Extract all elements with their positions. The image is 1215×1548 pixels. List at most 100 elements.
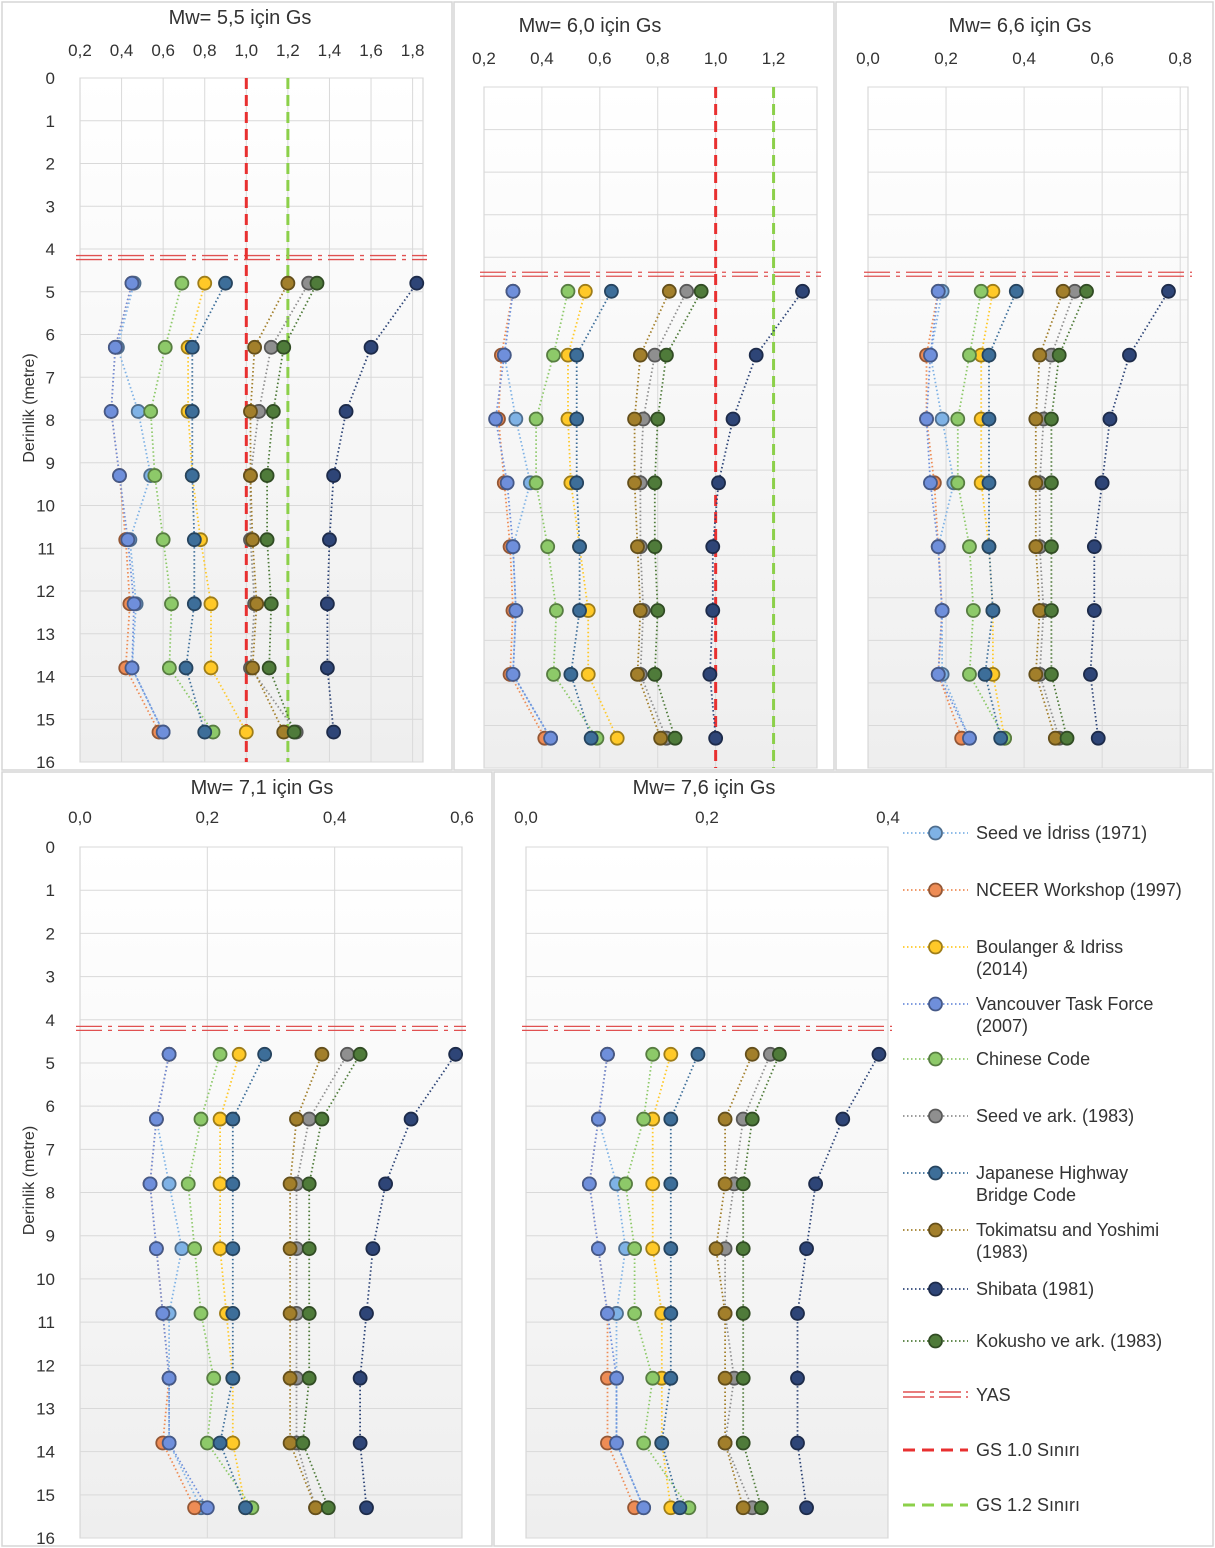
data-point-kokusho bbox=[309, 275, 325, 291]
data-point-japanese bbox=[663, 1306, 679, 1321]
depth-tick-label: 9 bbox=[46, 454, 55, 473]
data-point-tokimatsu bbox=[717, 1111, 733, 1127]
x-tick-label: 0,4 bbox=[876, 808, 900, 827]
data-point-tokimatsu bbox=[1028, 539, 1044, 555]
x-tick-label: 0,6 bbox=[588, 49, 612, 68]
data-point-chinese bbox=[174, 275, 190, 291]
yas-line bbox=[480, 271, 821, 277]
data-point-vancouver bbox=[199, 1500, 215, 1516]
data-point-kokusho bbox=[650, 411, 666, 427]
data-point-kokusho bbox=[352, 1046, 368, 1062]
data-point-shibata bbox=[799, 1241, 814, 1257]
series-line-tokimatsu bbox=[249, 282, 289, 733]
depth-tick-label: 7 bbox=[46, 368, 55, 387]
data-point-shibata bbox=[705, 539, 721, 555]
data-point-kokusho bbox=[301, 1306, 317, 1321]
depth-tick-label: 14 bbox=[36, 1443, 55, 1462]
depth-tick-label: 3 bbox=[46, 197, 55, 216]
data-point-boulanger bbox=[645, 1241, 661, 1257]
data-point-kokusho bbox=[259, 532, 275, 548]
data-point-shibata bbox=[322, 532, 337, 548]
data-point-chinese bbox=[645, 1046, 661, 1062]
data-point-vancouver bbox=[488, 411, 503, 427]
depth-tick-label: 15 bbox=[36, 1486, 55, 1505]
data-point-shibata bbox=[1083, 666, 1098, 682]
data-point-japanese bbox=[981, 539, 997, 555]
legend-entry-chinese: Chinese Code bbox=[903, 1049, 1090, 1069]
legend-entry-gs12: GS 1.2 Sınırı bbox=[903, 1495, 1080, 1515]
data-point-chinese bbox=[627, 1306, 642, 1321]
data-point-tokimatsu bbox=[1028, 475, 1044, 491]
data-point-kokusho bbox=[1044, 539, 1059, 555]
series-line-chinese bbox=[149, 282, 214, 733]
series-line-seed_ark bbox=[639, 290, 688, 739]
data-point-chinese bbox=[546, 666, 561, 682]
data-point-kokusho bbox=[647, 539, 663, 555]
data-point-chinese bbox=[193, 1306, 209, 1321]
data-point-tokimatsu bbox=[1028, 411, 1044, 427]
depth-tick-label: 1 bbox=[46, 881, 55, 900]
data-point-shibata bbox=[799, 1500, 814, 1516]
data-point-japanese bbox=[583, 730, 599, 746]
series-line-vancouver bbox=[925, 291, 971, 739]
data-point-kokusho bbox=[1059, 730, 1075, 746]
series-tokimatsu bbox=[282, 1046, 330, 1516]
series-line-boulanger bbox=[651, 1054, 672, 1508]
x-tick-label: 1,4 bbox=[318, 41, 342, 60]
data-point-tokimatsu bbox=[744, 1046, 760, 1062]
x-tick-label: 0,8 bbox=[646, 49, 670, 68]
data-point-tokimatsu bbox=[245, 532, 260, 548]
x-tick-labels: 0,2 0,4 0,6 0,8 1,0 1,2 1,4 1,6 1,8 bbox=[68, 41, 424, 60]
data-point-chinese bbox=[212, 1046, 228, 1062]
data-point-tokimatsu bbox=[630, 666, 645, 682]
data-point-kokusho bbox=[647, 666, 663, 682]
data-point-seed_ark bbox=[263, 339, 279, 355]
data-point-chinese bbox=[147, 468, 163, 483]
chart-title: Mw= 6,0 için Gs bbox=[519, 15, 662, 37]
data-point-vancouver bbox=[930, 283, 946, 299]
data-point-seed_idriss bbox=[174, 1241, 190, 1257]
data-point-tokimatsu bbox=[661, 283, 677, 299]
vertical-gridlines bbox=[206, 847, 336, 1538]
data-point-chinese bbox=[143, 404, 159, 419]
data-point-chinese bbox=[965, 603, 981, 618]
depth-tick-label: 12 bbox=[36, 582, 55, 601]
data-point-japanese bbox=[985, 603, 1001, 618]
data-point-tokimatsu bbox=[243, 468, 258, 483]
data-point-kokusho bbox=[1044, 411, 1059, 427]
depth-tick-label: 9 bbox=[46, 1227, 55, 1246]
series-line-japanese bbox=[660, 1053, 699, 1509]
data-point-kokusho bbox=[301, 1176, 317, 1192]
data-point-vancouver bbox=[591, 1241, 606, 1257]
data-point-tokimatsu bbox=[1028, 666, 1044, 682]
data-point-kokusho bbox=[735, 1176, 751, 1192]
data-point-vancouver bbox=[609, 1370, 624, 1386]
series-chinese bbox=[950, 283, 1012, 746]
legend-entry-kokusho: Kokusho ve ark. (1983) bbox=[903, 1331, 1162, 1351]
data-point-japanese bbox=[654, 1435, 670, 1451]
data-point-chinese bbox=[973, 283, 989, 299]
data-point-vancouver bbox=[609, 1435, 624, 1451]
data-point-vancouver bbox=[591, 1111, 606, 1127]
data-point-shibata bbox=[326, 724, 342, 740]
depth-tick-label: 7 bbox=[46, 1140, 55, 1159]
y-axis-label: Derinlik (metre) bbox=[21, 1126, 38, 1235]
series-vancouver bbox=[919, 283, 977, 746]
data-point-chinese bbox=[199, 1435, 215, 1451]
legend-label: GS 1.0 Sınırı bbox=[976, 1440, 1080, 1460]
data-point-vancouver bbox=[112, 468, 127, 483]
series-shibata bbox=[1083, 283, 1176, 746]
data-point-japanese bbox=[1008, 283, 1024, 299]
x-tick-label: 1,2 bbox=[762, 49, 786, 68]
data-point-japanese bbox=[569, 347, 585, 363]
depth-tick-label: 2 bbox=[46, 155, 55, 174]
data-point-kokusho bbox=[301, 1370, 317, 1386]
data-point-chinese bbox=[645, 1370, 661, 1386]
data-point-tokimatsu bbox=[708, 1241, 724, 1257]
data-point-shibata bbox=[1161, 283, 1176, 299]
data-point-kokusho bbox=[263, 596, 279, 612]
series-line-vancouver bbox=[149, 1054, 209, 1509]
